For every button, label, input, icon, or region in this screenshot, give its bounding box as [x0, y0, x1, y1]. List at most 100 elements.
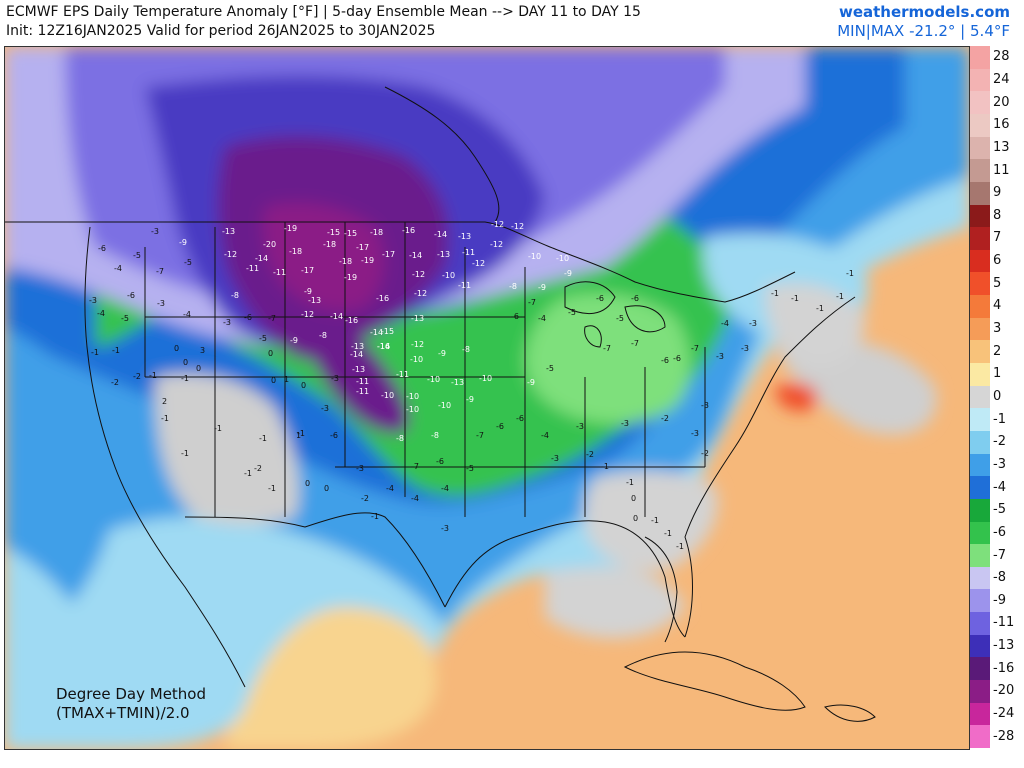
- anomaly-label: -17: [356, 243, 369, 252]
- cold-magenta-2: [305, 307, 409, 434]
- anomaly-label: -13: [308, 296, 321, 305]
- anomaly-label: -1: [836, 292, 844, 301]
- gulf-gray: [545, 563, 685, 639]
- anomaly-label: -3: [716, 352, 724, 361]
- colorbar-cell: [970, 657, 990, 681]
- anomaly-label: -11: [458, 281, 471, 290]
- anomaly-label: -3: [157, 299, 165, 308]
- anomaly-label: -1: [149, 371, 157, 380]
- anomaly-label: -4: [183, 310, 191, 319]
- anomaly-label: -9: [304, 287, 312, 296]
- anomaly-label: -9: [564, 269, 572, 278]
- anomaly-label: -7: [268, 314, 276, 323]
- anomaly-label: -1: [181, 449, 189, 458]
- anomaly-label: -16: [376, 294, 389, 303]
- anomaly-label: -1: [676, 542, 684, 551]
- anomaly-label: -3: [551, 454, 559, 463]
- anomaly-label: 0: [631, 494, 636, 503]
- anomaly-label: -6: [127, 291, 135, 300]
- anomaly-label: -10: [479, 374, 492, 383]
- anomaly-label: -10: [410, 355, 423, 364]
- anomaly-label: -18: [323, 240, 336, 249]
- anomaly-label: -17: [301, 266, 314, 275]
- anomaly-label: -13: [351, 342, 364, 351]
- anomaly-label: -17: [382, 250, 395, 259]
- colorbar-label: 0: [993, 389, 1002, 404]
- anomaly-label: -3: [223, 318, 231, 327]
- anomaly-label: -3: [356, 464, 364, 473]
- anomaly-label: -12: [301, 310, 314, 319]
- colorbar-cell: [970, 272, 990, 296]
- colorbar-cell: [970, 566, 990, 590]
- colorbar-label: -28: [993, 728, 1015, 744]
- colorbar-cell: [970, 249, 990, 273]
- anomaly-label: -1: [112, 346, 120, 355]
- canada-border: [5, 221, 796, 303]
- anomaly-label: -1: [91, 348, 99, 357]
- anomaly-label: -2: [133, 372, 141, 381]
- colorbar-label: -20: [993, 683, 1015, 699]
- colorbar-label: -1: [993, 411, 1006, 427]
- anomaly-label: -4: [538, 314, 546, 323]
- colorbar-label: -2: [993, 434, 1006, 450]
- anomaly-label: 0: [183, 358, 188, 367]
- northeast-gray: [765, 283, 865, 367]
- anomaly-label: -14: [434, 230, 447, 239]
- anomaly-label: -4: [386, 484, 394, 493]
- colorbar-cell: [970, 430, 990, 455]
- anomaly-label: -13: [458, 232, 471, 241]
- colorbar-cell: [970, 363, 990, 387]
- anomaly-label: -6: [673, 354, 681, 363]
- gulf-coast: [444, 520, 686, 638]
- anomaly-label: -2: [661, 414, 669, 423]
- colorbar-label: -9: [993, 592, 1006, 608]
- colorbar-cell: [970, 634, 990, 658]
- colorbar-label: -13: [993, 638, 1015, 654]
- anomaly-label: -9: [438, 349, 446, 358]
- colorbar-cell: [970, 46, 990, 70]
- anomaly-label: -13: [222, 227, 235, 236]
- anomaly-label: -4: [97, 309, 105, 318]
- anomaly-label: -4: [114, 264, 122, 273]
- brand-site[interactable]: weathermodels.com: [838, 3, 1010, 21]
- anomaly-label: 3: [200, 346, 205, 355]
- anomaly-label: -10: [528, 252, 541, 261]
- anomaly-label: -7: [691, 344, 699, 353]
- colorbar-label: 24: [993, 71, 1010, 87]
- anomaly-label: -5: [568, 308, 576, 317]
- anomaly-label: 0: [271, 376, 276, 385]
- colorbar-cell: [970, 612, 990, 636]
- anomaly-label: 0: [305, 479, 310, 488]
- anomaly-label: -18: [339, 257, 352, 266]
- cold-core: [263, 203, 384, 311]
- anomaly-label: -11: [462, 248, 475, 257]
- anomaly-label: -6: [661, 356, 669, 365]
- hispaniola: [824, 704, 876, 722]
- anomaly-label: -14: [409, 251, 422, 260]
- anomaly-label: -8: [319, 331, 327, 340]
- anomaly-label: -3: [441, 524, 449, 533]
- boundary-lines: [5, 86, 876, 722]
- anomaly-label: -6: [496, 422, 504, 431]
- anomaly-label: -5: [133, 251, 141, 260]
- anomaly-label: -12: [411, 340, 424, 349]
- anomaly-label: -6: [511, 312, 519, 321]
- colorbar-label: -8: [993, 570, 1006, 586]
- anomaly-label: -11: [356, 387, 369, 396]
- cold-lightgreen: [525, 293, 690, 424]
- anomaly-label: -2: [361, 494, 369, 503]
- anomaly-label: -2: [111, 378, 119, 387]
- colorbar-label: 4: [993, 298, 1002, 314]
- colorbar-cell: [970, 181, 990, 205]
- anomaly-label: -14: [370, 328, 383, 337]
- anomaly-label: -7: [476, 431, 484, 440]
- anomaly-label: -1: [181, 374, 189, 383]
- colorbar-label: 2: [993, 343, 1002, 359]
- anomaly-label: -16: [402, 226, 415, 235]
- colorbar-cell: [970, 702, 990, 726]
- anomaly-label: -1: [664, 529, 672, 538]
- colorbar-label: -4: [993, 479, 1006, 495]
- anomaly-label: -7: [603, 344, 611, 353]
- method-line-2: (TMAX+TMIN)/2.0: [56, 704, 190, 722]
- anomaly-label: -3: [621, 419, 629, 428]
